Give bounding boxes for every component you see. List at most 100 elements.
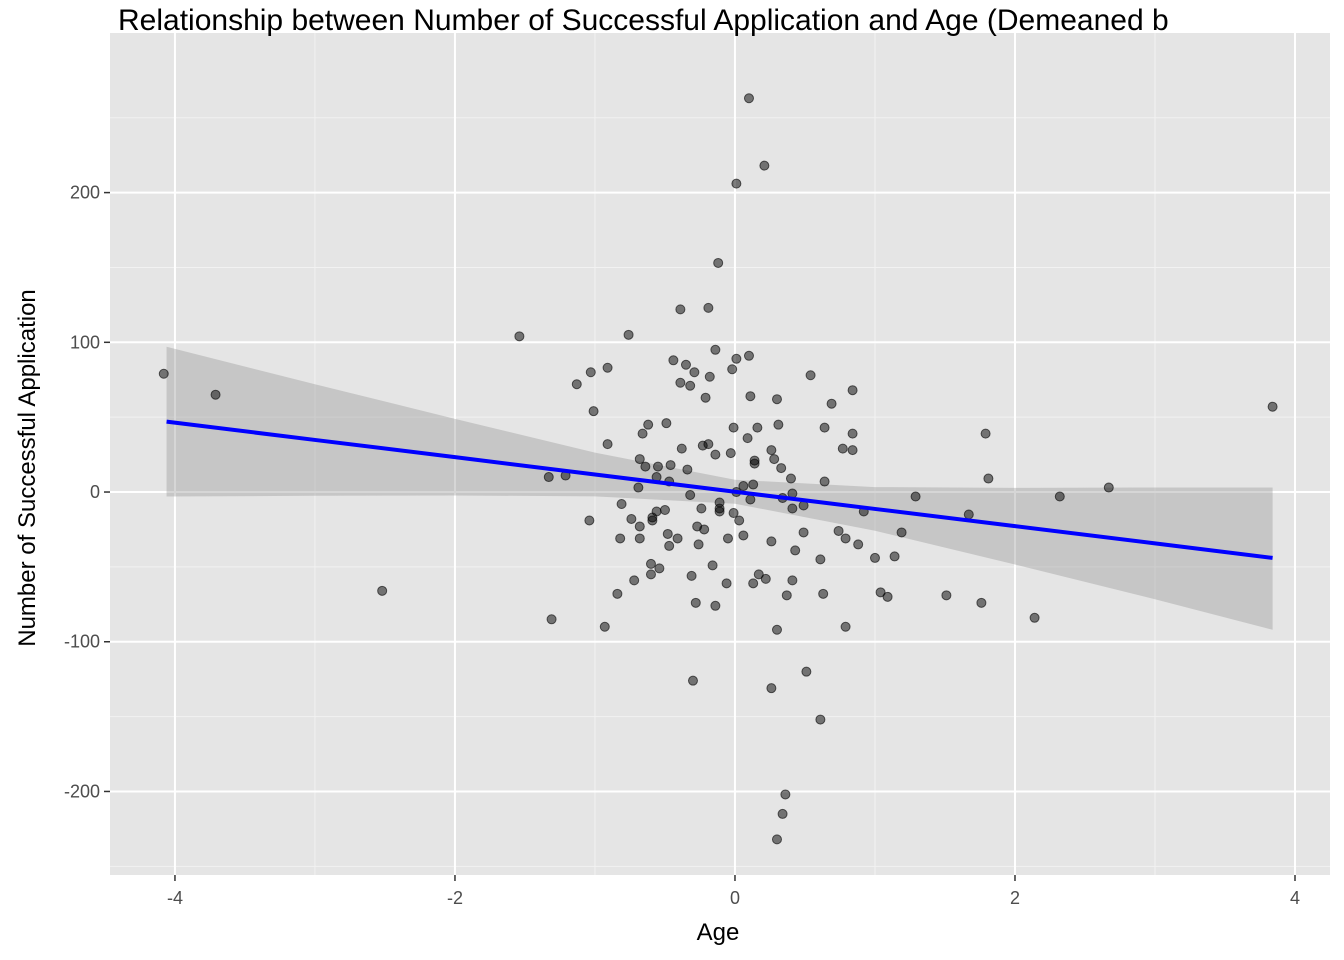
- point: [634, 454, 645, 465]
- point: [672, 533, 683, 544]
- point: [158, 368, 169, 379]
- point: [833, 525, 844, 536]
- point: [377, 585, 388, 596]
- point: [734, 515, 745, 526]
- point: [643, 419, 654, 430]
- point: [680, 359, 691, 370]
- point: [875, 587, 886, 598]
- point: [1029, 612, 1040, 623]
- point: [815, 714, 826, 725]
- point: [685, 380, 696, 391]
- point: [710, 344, 721, 355]
- point: [584, 515, 595, 526]
- point: [640, 461, 651, 472]
- x-axis-title: Age: [697, 919, 740, 946]
- point: [742, 433, 753, 444]
- point: [743, 93, 754, 104]
- point: [976, 597, 987, 608]
- chart-title: Relationship between Number of Successfu…: [118, 4, 1169, 37]
- point: [675, 377, 686, 388]
- point: [645, 558, 656, 569]
- point: [801, 666, 812, 677]
- point: [704, 371, 715, 382]
- point: [728, 507, 739, 518]
- point: [785, 473, 796, 484]
- point: [749, 455, 760, 466]
- y-tick-label: -200: [64, 781, 100, 801]
- point: [676, 443, 687, 454]
- x-tick-label: -2: [447, 888, 463, 908]
- point: [771, 394, 782, 405]
- point: [687, 675, 698, 686]
- point: [731, 178, 742, 189]
- point: [759, 160, 770, 171]
- point: [659, 504, 670, 515]
- point: [675, 304, 686, 315]
- point: [869, 552, 880, 563]
- point: [693, 539, 704, 550]
- point: [703, 302, 714, 313]
- point: [748, 479, 759, 490]
- axes: -4 -2 0 2 4 -200 -100 0 100 200: [64, 183, 1300, 908]
- point: [790, 545, 801, 556]
- point: [602, 439, 613, 450]
- point: [721, 578, 732, 589]
- point: [760, 573, 771, 584]
- point: [1103, 482, 1114, 493]
- point: [651, 506, 662, 517]
- x-tick-label: 2: [1010, 888, 1020, 908]
- point: [847, 385, 858, 396]
- points-layer: [158, 93, 1278, 845]
- point: [699, 524, 710, 535]
- y-tick-label: 200: [70, 183, 100, 203]
- y-axis-title: Number of Successful Application: [14, 289, 41, 647]
- point: [543, 472, 554, 483]
- point: [776, 463, 787, 474]
- point: [634, 521, 645, 532]
- point: [585, 367, 596, 378]
- point: [882, 591, 893, 602]
- point: [731, 353, 742, 364]
- point: [710, 449, 721, 460]
- point: [752, 422, 763, 433]
- point: [773, 419, 784, 430]
- point: [665, 460, 676, 471]
- point: [983, 473, 994, 484]
- point: [766, 445, 777, 456]
- point: [661, 418, 672, 429]
- point: [728, 422, 739, 433]
- x-tick-label: -4: [167, 888, 183, 908]
- point: [546, 614, 557, 625]
- y-tick-label: -100: [64, 632, 100, 652]
- x-tick-label: 0: [730, 888, 740, 908]
- point: [853, 539, 864, 550]
- point: [662, 528, 673, 539]
- point: [798, 527, 809, 538]
- point: [818, 588, 829, 599]
- point: [210, 389, 221, 400]
- point: [599, 621, 610, 632]
- point: [738, 481, 749, 492]
- point: [602, 362, 613, 373]
- point: [690, 597, 701, 608]
- point: [514, 331, 525, 342]
- point: [743, 350, 754, 361]
- point: [645, 569, 656, 580]
- y-tick-label: 0: [90, 482, 100, 502]
- point: [847, 428, 858, 439]
- point: [668, 355, 679, 366]
- point: [623, 329, 634, 340]
- point: [612, 588, 623, 599]
- point: [682, 464, 693, 475]
- x-tick-label: 4: [1290, 888, 1300, 908]
- point: [896, 527, 907, 538]
- point: [633, 482, 644, 493]
- point: [714, 497, 725, 508]
- point: [771, 834, 782, 845]
- point: [654, 563, 665, 574]
- point: [766, 536, 777, 547]
- point: [686, 570, 697, 581]
- point: [703, 439, 714, 450]
